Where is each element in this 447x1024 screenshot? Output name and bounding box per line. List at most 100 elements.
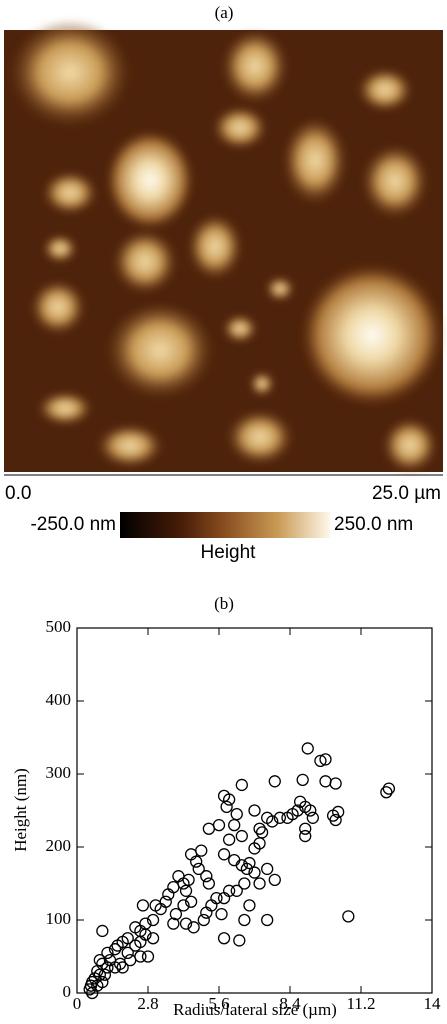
x-tick-label: 11.2	[346, 994, 375, 1013]
point	[319, 753, 332, 766]
point	[261, 811, 274, 824]
point	[195, 844, 208, 857]
x-tick-label: 2.8	[137, 994, 158, 1013]
point	[228, 818, 241, 832]
point	[243, 856, 256, 870]
point	[101, 946, 114, 959]
point	[121, 946, 134, 959]
point	[253, 877, 266, 890]
point	[304, 804, 317, 817]
point	[382, 782, 396, 795]
point	[281, 811, 294, 824]
point	[190, 855, 203, 868]
point	[136, 899, 150, 912]
y-tick-label: 300	[46, 763, 72, 782]
point	[200, 906, 213, 919]
point	[299, 822, 312, 835]
point	[162, 888, 175, 901]
point	[129, 939, 142, 952]
point	[253, 837, 266, 850]
panel-label: (a)	[215, 3, 234, 22]
point	[141, 950, 155, 963]
chart-title: (b)	[214, 594, 234, 613]
point	[192, 862, 205, 876]
point	[238, 877, 251, 890]
scale-end: 25.0 µm	[372, 483, 441, 504]
point	[215, 908, 228, 921]
point	[230, 884, 243, 897]
point	[212, 818, 226, 832]
y-tick-label: 400	[46, 690, 72, 709]
point	[217, 848, 231, 861]
x-tick-label: 14	[424, 994, 442, 1013]
point	[146, 913, 160, 927]
point	[380, 786, 393, 799]
point	[253, 822, 266, 835]
point	[179, 884, 193, 897]
plot-frame	[76, 627, 433, 994]
point	[301, 742, 314, 755]
point	[268, 873, 281, 886]
point	[202, 822, 216, 835]
point	[169, 908, 183, 921]
point	[93, 954, 106, 967]
point	[230, 808, 243, 821]
point	[177, 899, 190, 912]
point	[273, 811, 287, 824]
colorbar-title: Height	[201, 542, 257, 563]
point	[187, 921, 200, 934]
y-tick-label: 100	[46, 909, 72, 928]
x-axis-label: Radius/lateral size (µm)	[173, 1000, 337, 1019]
point	[248, 866, 261, 879]
y-axis-label: Height (nm)	[11, 768, 30, 852]
point	[319, 775, 332, 788]
point	[329, 777, 342, 790]
point	[314, 754, 327, 768]
colorbar-min: -250.0 nm	[30, 514, 116, 535]
point	[202, 877, 216, 890]
colorbar-max: 250.0 nm	[334, 514, 413, 535]
point	[255, 826, 269, 839]
point	[96, 975, 109, 989]
point	[98, 968, 112, 981]
scale-start: 0.0	[5, 483, 31, 504]
y-tick-label: 200	[46, 836, 72, 855]
point	[197, 913, 210, 927]
point	[296, 773, 309, 786]
point	[217, 891, 231, 905]
point	[220, 800, 233, 813]
point	[240, 862, 254, 876]
x-tick-label: 8.4	[279, 994, 301, 1013]
point	[222, 833, 236, 846]
point	[149, 899, 162, 912]
point	[116, 961, 129, 974]
point	[342, 910, 355, 923]
y-tick-label: 500	[46, 617, 72, 636]
afm-image	[4, 22, 444, 476]
point	[108, 961, 122, 974]
point	[179, 917, 193, 930]
point	[83, 983, 96, 996]
point	[172, 870, 185, 883]
point	[129, 921, 142, 934]
point	[299, 829, 312, 843]
point	[261, 913, 274, 927]
point	[146, 932, 160, 945]
point	[200, 870, 213, 883]
point	[261, 862, 274, 876]
point	[217, 932, 231, 945]
point	[91, 964, 104, 978]
point	[238, 913, 251, 927]
point	[235, 778, 248, 792]
point	[243, 899, 256, 912]
x-tick-label: 0	[73, 994, 82, 1013]
point	[235, 829, 248, 843]
point	[268, 775, 281, 788]
point	[111, 939, 124, 952]
scatter-chart: (b) Radius/lateral size (µm) Height (nm)…	[11, 594, 441, 1019]
y-tick-label: 0	[63, 982, 72, 1001]
point	[167, 917, 180, 930]
point	[108, 943, 122, 956]
point	[248, 804, 261, 817]
